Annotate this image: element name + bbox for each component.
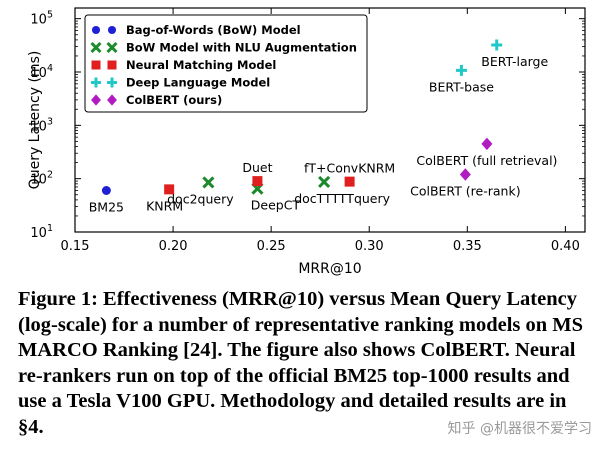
legend-marker [91,60,101,70]
point-label: fT+ConvKNRM [304,161,395,176]
legend-marker [107,60,117,70]
y-axis-title: Query Latency (ms) [27,51,43,190]
y-tick-label: 104 [30,63,53,81]
data-point-doc2query [202,176,215,189]
legend-label: Neural Matching Model [126,58,276,72]
y-tick-label: 102 [30,170,53,188]
data-points [101,39,503,195]
x-tick-label: 0.40 [551,239,580,254]
plot-area [74,7,586,233]
data-point-duet [252,176,263,187]
point-label: KNRM [146,198,183,213]
legend-label: Bag-of-Words (BoW) Model [126,23,301,37]
axis-ticks: 0.15 0.20 0.25 0.30 0.35 0.40 101 102 103 104 105 [30,8,585,254]
chart: 0.15 0.20 0.25 0.30 0.35 0.40101102103104105 … [27,7,586,277]
legend-marker [107,94,117,106]
y-tick-label: 101 [30,223,53,241]
data-point-doctttttquery [318,175,331,188]
legend-marker [107,77,117,88]
x-tick-label: 0.15 [61,239,90,254]
data-point-colbert-re-rank- [459,168,471,181]
legend-marker [91,25,101,35]
legend-marker [91,94,101,106]
legend-box [84,14,368,113]
data-point-colbert-full-retrieval- [481,137,493,151]
point-label: DeepCT [251,198,301,213]
legend: Bag-of-Words (BoW) Model BoW Model with N… [84,14,368,113]
figure-caption: Figure 1: Effectiveness (MRR@10) versus … [18,288,584,438]
legend-marker [91,77,101,88]
y-tick-label: 103 [30,116,53,134]
plot-frame [74,7,586,233]
x-tick-label: 0.25 [257,239,286,254]
x-tick-label: 0.20 [159,239,188,254]
data-point-bm25 [101,185,111,195]
data-point-knrm [164,184,175,195]
legend-marker [90,41,102,54]
point-label: BM25 [89,199,124,214]
legend-label: ColBERT (ours) [126,93,222,107]
data-point-bert-large [491,39,503,51]
point-label: BERT-large [481,54,548,69]
point-label: BERT-base [429,79,494,94]
point-label: Duet [242,160,272,175]
y-tick-label: 105 [30,10,53,28]
watermark: 知乎 @机器很不爱学习 [447,421,592,437]
point-label: docTTTTTquery [294,191,390,206]
data-point-ft-convknrm [344,176,355,187]
x-tick-label: 0.35 [453,239,482,254]
data-point-bert-base [455,64,467,76]
x-tick-label: 0.30 [355,239,384,254]
legend-marker [106,41,118,54]
legend-label: Deep Language Model [126,76,270,90]
point-label: ColBERT (full retrieval) [416,153,557,168]
point-label: ColBERT (re-rank) [410,183,521,198]
legend-label: BoW Model with NLU Augmentation [126,41,357,55]
legend-marker [107,25,117,35]
point-label: doc2query [167,191,234,206]
x-axis-title: MRR@10 [298,261,361,277]
